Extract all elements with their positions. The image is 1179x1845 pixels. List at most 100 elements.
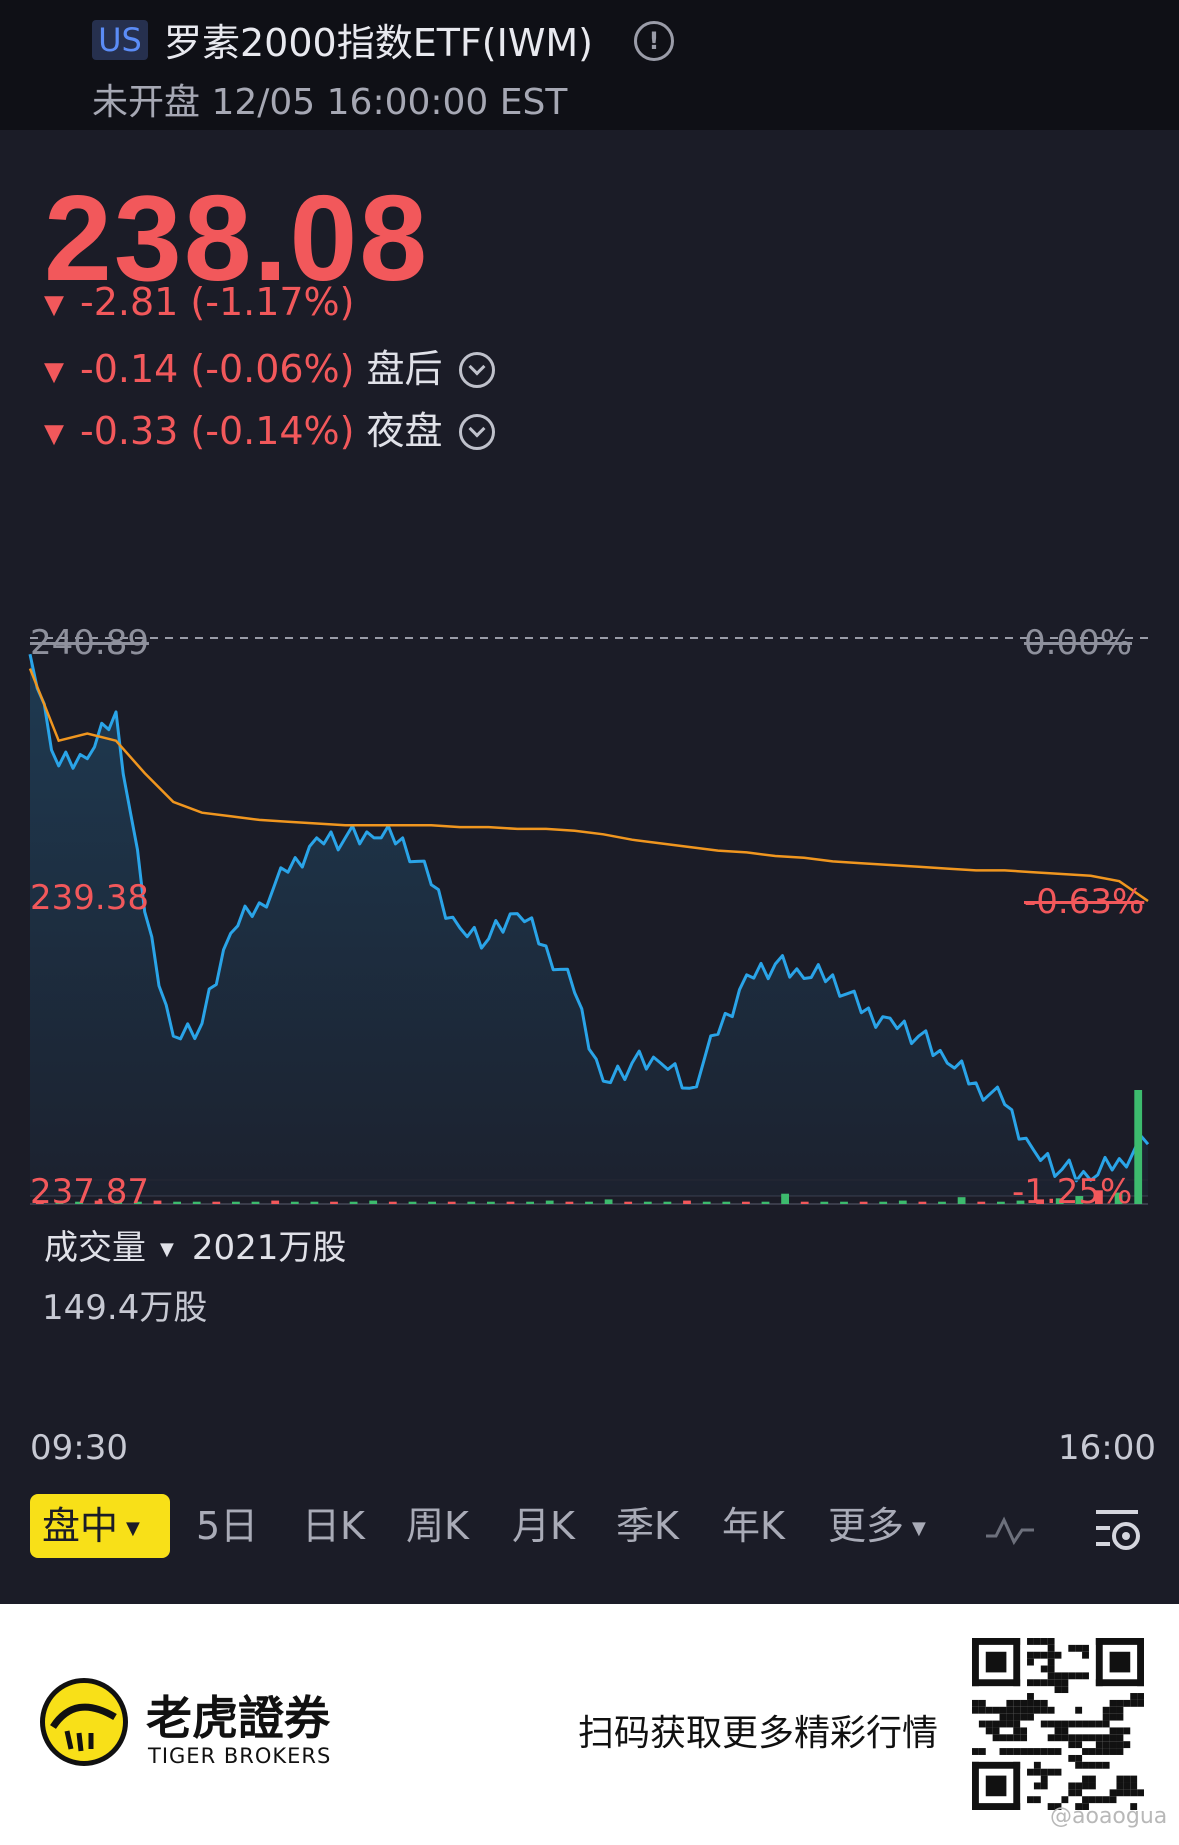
chevron-down-icon[interactable] — [458, 351, 495, 388]
tab-weekly-k[interactable]: 周K — [406, 1504, 469, 1548]
volume-bar — [114, 1201, 123, 1204]
volume-bar — [663, 1201, 672, 1204]
top-bar: US 罗素2000指数ETF(IWM) ! 未开盘 12/05 16:00:00… — [0, 0, 1179, 130]
current-price: 238.08 — [44, 170, 430, 306]
volume-bar — [251, 1201, 260, 1204]
volume-bar — [938, 1201, 946, 1204]
overnight-change: -0.33 (-0.14%) — [80, 409, 355, 453]
volume-bar — [232, 1201, 240, 1204]
y-tick-right-bottom: -1.25% — [1012, 1172, 1133, 1212]
volume-bar — [1036, 1199, 1044, 1204]
volume-bar — [918, 1201, 927, 1204]
y-tick-left-top: 240.89 — [30, 623, 149, 663]
tab-daily-k[interactable]: 日K — [302, 1504, 365, 1548]
volume-bar — [1075, 1196, 1084, 1204]
volume-bar — [369, 1200, 378, 1204]
share-footer: 老虎證券 TIGER BROKERS 扫码获取更多精彩行情 @aoaogua — [0, 1604, 1179, 1845]
y-tick-right-mid: -0.63% — [1024, 882, 1145, 922]
volume-bar — [153, 1200, 162, 1204]
overnight-label: 夜盘 — [366, 409, 443, 453]
y-tick-left-bottom: 237.87 — [30, 1172, 149, 1212]
volume-bar — [840, 1201, 848, 1204]
volume-bar — [192, 1201, 201, 1204]
volume-bar — [643, 1201, 652, 1204]
volume-bar — [565, 1201, 574, 1204]
average-price-line — [28, 668, 1149, 903]
volume-bar — [212, 1201, 221, 1204]
volume-bar — [330, 1201, 338, 1204]
page-title: 罗素2000指数ETF(IWM) — [164, 21, 594, 65]
volume-bar — [820, 1201, 829, 1204]
volume-max-label: 149.4万股 — [42, 1288, 208, 1328]
down-triangle-icon: ▼ — [44, 418, 64, 449]
tab-monthly-k[interactable]: 月K — [512, 1504, 575, 1548]
volume-bar — [349, 1201, 358, 1204]
info-circle-icon[interactable]: ! — [634, 21, 674, 61]
day-change-row: ▼ -2.81 (-1.17%) — [44, 280, 354, 324]
qr-code — [972, 1638, 1144, 1810]
volume-bar — [467, 1201, 476, 1204]
brand-name-en: TIGER BROKERS — [148, 1744, 332, 1768]
volume-bar — [761, 1201, 770, 1204]
after-hours-row[interactable]: ▼ -0.14 (-0.06%) 盘后 — [44, 338, 495, 393]
x-tick-start: 09:30 — [30, 1428, 128, 1468]
brand-name-cn: 老虎證券 — [146, 1691, 330, 1745]
volume-bar — [781, 1193, 789, 1204]
volume-bar — [1055, 1198, 1064, 1204]
volume-bar — [859, 1201, 868, 1204]
volume-bar — [702, 1201, 711, 1204]
after-hours-change: -0.14 (-0.06%) — [80, 347, 355, 391]
intraday-price-chart[interactable] — [0, 600, 1179, 1240]
volume-bar — [271, 1200, 280, 1204]
volume-bar — [388, 1201, 397, 1204]
overnight-row[interactable]: ▼ -0.33 (-0.14%) 夜盘 — [44, 400, 495, 455]
volume-bar — [94, 1200, 103, 1204]
down-triangle-icon: ▼ — [44, 356, 64, 387]
tab-intraday[interactable]: 盘中 ▼ — [30, 1494, 170, 1558]
volume-bar — [487, 1201, 495, 1204]
price-area-fill — [30, 654, 1148, 1196]
chart-settings-icon[interactable] — [1094, 1508, 1142, 1552]
y-tick-left-mid: 239.38 — [30, 878, 149, 918]
volume-bar — [173, 1201, 181, 1204]
volume-bar — [408, 1201, 417, 1204]
volume-bar — [977, 1201, 986, 1204]
volume-bar — [290, 1201, 299, 1204]
down-triangle-icon: ▼ — [44, 289, 64, 320]
dropdown-caret-icon: ▼ — [160, 1239, 174, 1260]
after-hours-label: 盘后 — [366, 347, 443, 391]
volume-label: 成交量 — [44, 1228, 146, 1268]
qr-slogan: 扫码获取更多精彩行情 — [578, 1713, 939, 1754]
tab-yearly-k[interactable]: 年K — [722, 1504, 785, 1548]
period-tabs: 盘中 ▼ 5日 日K 周K 月K 季K 年K 更多 ▼ — [0, 1494, 1179, 1566]
volume-selector[interactable]: 成交量 ▼ 2021万股 — [44, 1220, 346, 1269]
volume-bar — [957, 1197, 966, 1204]
volume-bar — [545, 1200, 554, 1204]
volume-bar — [55, 1200, 64, 1204]
indicator-wave-icon[interactable] — [984, 1512, 1036, 1548]
y-tick-right-top: 0.00% — [1024, 623, 1133, 663]
volume-bar — [624, 1201, 633, 1204]
volume-bar — [310, 1201, 319, 1204]
price-line — [28, 653, 1150, 1183]
volume-total: 2021万股 — [191, 1228, 347, 1268]
chevron-down-icon[interactable] — [458, 413, 495, 450]
volume-bar — [35, 1201, 44, 1204]
volume-bar — [879, 1201, 888, 1204]
volume-bar — [742, 1201, 750, 1204]
tab-quarterly-k[interactable]: 季K — [616, 1504, 679, 1548]
volume-bar — [428, 1201, 436, 1204]
day-change: -2.81 (-1.17%) — [80, 280, 355, 324]
market-badge: US — [92, 20, 148, 60]
volume-bar — [1134, 1090, 1143, 1204]
tab-more[interactable]: 更多 ▼ — [828, 1504, 926, 1548]
volume-bar — [134, 1201, 142, 1204]
watermark: @aoaogua — [1050, 1804, 1168, 1829]
tab-5day[interactable]: 5日 — [196, 1504, 259, 1548]
x-tick-end: 16:00 — [1058, 1428, 1156, 1468]
tiger-brokers-logo — [40, 1678, 128, 1766]
volume-bar — [1016, 1200, 1025, 1204]
volume-bar — [75, 1201, 83, 1204]
volume-bar — [898, 1200, 907, 1204]
market-status-time: 未开盘 12/05 16:00:00 EST — [92, 82, 568, 123]
